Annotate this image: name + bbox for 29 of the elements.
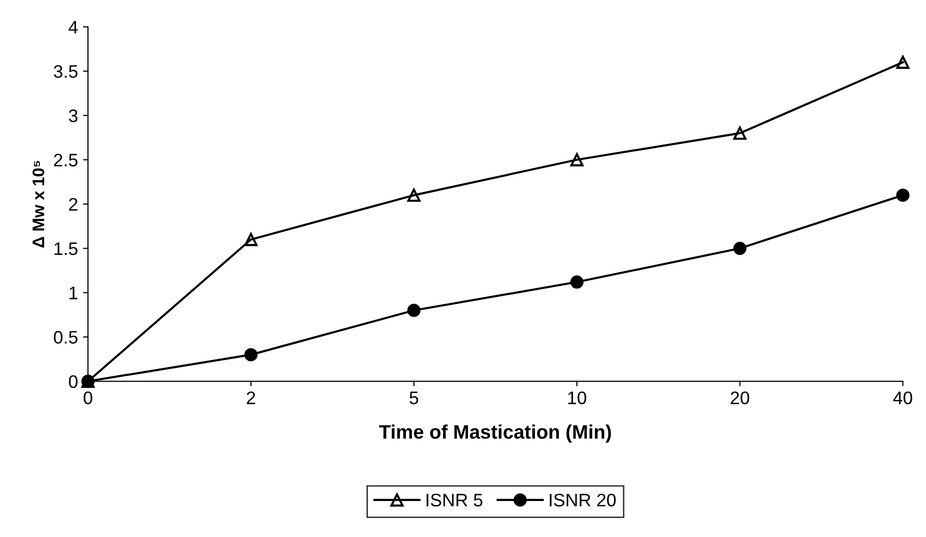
point — [407, 304, 421, 317]
x-tick-label: 10 — [568, 391, 586, 404]
y-tick-label: 2 — [69, 198, 78, 211]
legend-label: ISNR 5 — [426, 494, 482, 506]
point — [733, 126, 746, 140]
y-tick-label: 0.5 — [54, 330, 78, 344]
x-tick-label: 0 — [84, 391, 92, 404]
y-tick-label: 4 — [68, 20, 78, 34]
x-tick-label: 40 — [893, 391, 912, 404]
x-tick-label: 20 — [730, 391, 750, 404]
point — [896, 56, 910, 69]
y-tick-label: 0 — [68, 375, 78, 388]
x-tick-label: 2 — [246, 391, 256, 404]
point — [570, 153, 584, 166]
y-axis-title: Δ Mw x 10⁵ — [32, 160, 44, 248]
x-axis-title: Time of Mastication (Min) — [379, 424, 611, 443]
point — [244, 232, 258, 246]
legend-label: ISNR 20 — [550, 494, 616, 506]
y-tick-label: 2.5 — [54, 154, 78, 166]
point — [244, 348, 258, 362]
point — [570, 275, 584, 289]
point — [407, 188, 421, 202]
y-tick-label: 3 — [68, 109, 78, 122]
y-tick-label: 3.5 — [54, 65, 78, 78]
point — [896, 188, 910, 202]
point — [733, 242, 746, 255]
y-tick-label: 1.5 — [54, 242, 78, 256]
x-tick-label: 5 — [410, 392, 418, 404]
y-tick-label: 1 — [70, 286, 78, 300]
